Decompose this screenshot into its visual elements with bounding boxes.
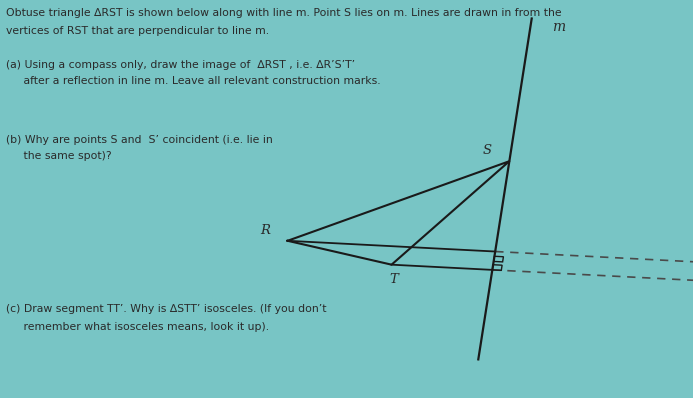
Text: vertices of RST that are perpendicular to line m.: vertices of RST that are perpendicular t…	[6, 26, 269, 36]
Text: (a) Using a compass only, draw the image of  ∆RST , i.e. ∆R’S’T’: (a) Using a compass only, draw the image…	[6, 60, 355, 70]
Text: T: T	[389, 273, 398, 287]
Text: after a reflection in line m. Leave all relevant construction marks.: after a reflection in line m. Leave all …	[6, 76, 380, 86]
Text: (b) Why are points S and  S’ coincident (i.e. lie in: (b) Why are points S and S’ coincident (…	[6, 135, 272, 145]
Text: the same spot)?: the same spot)?	[6, 151, 111, 161]
Text: R: R	[261, 224, 270, 237]
Text: S: S	[483, 144, 492, 157]
Text: (c) Draw segment TT’. Why is ∆STT’ isosceles. (If you don’t: (c) Draw segment TT’. Why is ∆STT’ isosc…	[6, 304, 326, 314]
Text: Obtuse triangle ∆RST is shown below along with line m. Point S lies on m. Lines : Obtuse triangle ∆RST is shown below alon…	[6, 8, 561, 18]
Text: m: m	[552, 20, 565, 35]
Text: remember what isosceles means, look it up).: remember what isosceles means, look it u…	[6, 322, 269, 332]
